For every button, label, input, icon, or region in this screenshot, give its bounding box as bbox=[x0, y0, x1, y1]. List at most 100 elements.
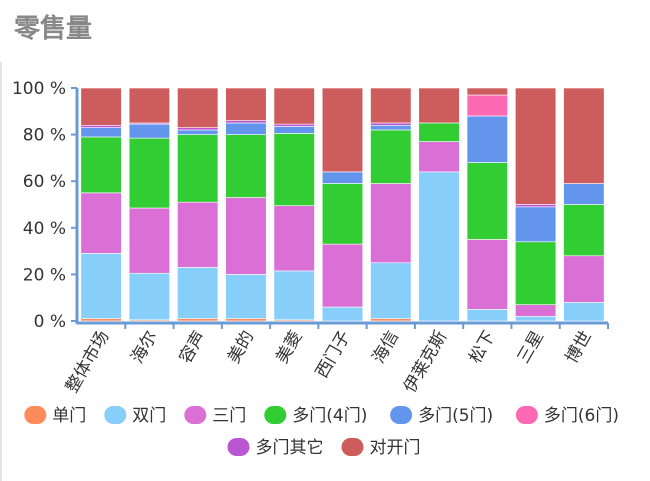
x-tick-label-2: 容声 bbox=[176, 328, 210, 367]
x-tick-label-8: 松下 bbox=[465, 328, 499, 367]
bar-segment-10-1 bbox=[563, 302, 605, 322]
y-tick-label-1: 20 % bbox=[23, 265, 66, 285]
x-tick-label-6: 海信 bbox=[369, 328, 403, 367]
bar-segment-1-1 bbox=[128, 272, 170, 321]
bar-segment-2-3 bbox=[177, 134, 219, 203]
legend-swatch-5 bbox=[515, 406, 538, 424]
bar-segment-0-7 bbox=[80, 87, 122, 126]
bar-segment-9-1 bbox=[515, 316, 557, 322]
legend-item-1[interactable]: 双门 bbox=[104, 406, 166, 426]
y-tick-label-0: 0 % bbox=[34, 312, 66, 332]
legend-item-6[interactable]: 多门其它 bbox=[227, 438, 324, 458]
legend-item-5[interactable]: 多门(6门) bbox=[515, 406, 619, 426]
bar-segment-3-0 bbox=[225, 318, 267, 322]
bar-segment-1-2 bbox=[128, 207, 170, 274]
bar-segment-5-4 bbox=[321, 171, 364, 184]
bar-segment-9-2 bbox=[515, 304, 557, 317]
panel-left-border bbox=[0, 62, 2, 481]
legend-swatch-7 bbox=[341, 438, 364, 456]
bar-segment-4-6 bbox=[273, 123, 315, 127]
bar-segment-1-7 bbox=[128, 87, 170, 124]
legend-swatch-0 bbox=[24, 406, 47, 424]
bar-segment-5-1 bbox=[321, 306, 364, 322]
x-tick-label-4: 美菱 bbox=[272, 328, 306, 367]
bar-segment-1-4 bbox=[128, 123, 170, 139]
legend-label-7: 对开门 bbox=[370, 438, 421, 458]
legend: 单门 双门 三门 多门(4门) 多门(5门) 多门(6门) 多门其它 对开门 bbox=[24, 406, 619, 458]
x-tick-label-10: 博世 bbox=[562, 328, 596, 367]
legend-label-6: 多门其它 bbox=[256, 438, 324, 458]
bar-segment-4-3 bbox=[273, 133, 315, 206]
bar-segment-10-2 bbox=[563, 255, 605, 303]
bar-segment-2-2 bbox=[177, 201, 219, 268]
bar-segment-3-2 bbox=[225, 197, 267, 275]
legend-label-3: 多门(4门) bbox=[292, 406, 367, 426]
bars-layer bbox=[80, 87, 605, 322]
legend-item-0[interactable]: 单门 bbox=[24, 406, 86, 426]
bar-segment-7-7 bbox=[418, 87, 460, 124]
bar-segment-10-4 bbox=[563, 183, 605, 205]
bar-segment-4-2 bbox=[273, 205, 315, 272]
legend-label-4: 多门(5门) bbox=[418, 406, 493, 426]
bar-segment-2-4 bbox=[177, 129, 219, 135]
bar-segment-0-0 bbox=[80, 318, 122, 322]
bar-segment-9-3 bbox=[515, 241, 557, 305]
bar-segment-9-4 bbox=[515, 206, 557, 243]
bar-segment-4-4 bbox=[273, 126, 315, 134]
legend-swatch-6 bbox=[227, 438, 250, 456]
bar-segment-8-7 bbox=[466, 87, 508, 96]
legend-swatch-1 bbox=[104, 406, 127, 424]
x-tick-label-0: 整体市场 bbox=[62, 328, 113, 397]
x-tick-label-3: 美的 bbox=[224, 328, 258, 367]
bar-segment-8-5 bbox=[466, 94, 508, 117]
bar-segment-3-1 bbox=[225, 274, 267, 319]
bar-segment-0-1 bbox=[80, 253, 122, 319]
bar-segment-2-0 bbox=[177, 318, 219, 322]
x-tick-label-5: 西门子 bbox=[312, 328, 355, 382]
legend-item-2[interactable]: 三门 bbox=[184, 406, 246, 426]
bar-segment-10-7 bbox=[563, 87, 605, 184]
bar-segment-5-7 bbox=[321, 87, 364, 173]
y-tick-label-4: 80 % bbox=[23, 126, 66, 146]
legend-label-0: 单门 bbox=[52, 406, 86, 426]
bar-segment-6-6 bbox=[370, 122, 412, 126]
legend-item-3[interactable]: 多门(4门) bbox=[264, 406, 367, 426]
bar-segment-8-1 bbox=[466, 309, 508, 322]
bar-segment-5-3 bbox=[321, 183, 364, 245]
bar-segment-6-3 bbox=[370, 129, 412, 184]
bar-segment-3-7 bbox=[225, 87, 267, 121]
bar-segment-6-2 bbox=[370, 183, 412, 264]
bar-segment-7-2 bbox=[418, 141, 460, 173]
bar-segment-2-1 bbox=[177, 267, 219, 319]
legend-label-5: 多门(6门) bbox=[544, 406, 619, 426]
bar-segment-0-3 bbox=[80, 136, 122, 194]
x-tick-label-9: 三星 bbox=[514, 328, 548, 367]
bar-segment-7-1 bbox=[418, 171, 460, 322]
bar-segment-5-2 bbox=[321, 243, 364, 308]
bar-segment-6-1 bbox=[370, 262, 412, 319]
bar-segment-3-3 bbox=[225, 134, 267, 198]
bar-segment-0-6 bbox=[80, 124, 122, 128]
bar-segment-9-7 bbox=[515, 87, 557, 205]
bar-segment-3-6 bbox=[225, 120, 267, 124]
y-tick-label-5: 100 % bbox=[12, 79, 66, 99]
bar-segment-2-7 bbox=[177, 87, 219, 128]
bar-segment-1-3 bbox=[128, 137, 170, 209]
bar-segment-0-4 bbox=[80, 127, 122, 138]
bar-segment-4-7 bbox=[273, 87, 315, 125]
bar-segment-3-4 bbox=[225, 122, 267, 135]
y-tick-label-2: 40 % bbox=[23, 219, 66, 239]
bar-segment-8-4 bbox=[466, 115, 508, 163]
bar-segment-2-6 bbox=[177, 127, 219, 131]
bar-segment-8-3 bbox=[466, 162, 508, 240]
legend-item-4[interactable]: 多门(5门) bbox=[390, 406, 493, 426]
legend-item-7[interactable]: 对开门 bbox=[341, 438, 421, 458]
y-tick-label-3: 60 % bbox=[23, 172, 66, 192]
x-tick-label-7: 伊莱克斯 bbox=[400, 327, 451, 396]
x-tick-label-1: 海尔 bbox=[127, 328, 161, 367]
bar-segment-7-3 bbox=[418, 122, 460, 142]
bar-segment-8-2 bbox=[466, 239, 508, 310]
bar-segment-4-1 bbox=[273, 270, 315, 321]
bar-segment-6-4 bbox=[370, 124, 412, 131]
